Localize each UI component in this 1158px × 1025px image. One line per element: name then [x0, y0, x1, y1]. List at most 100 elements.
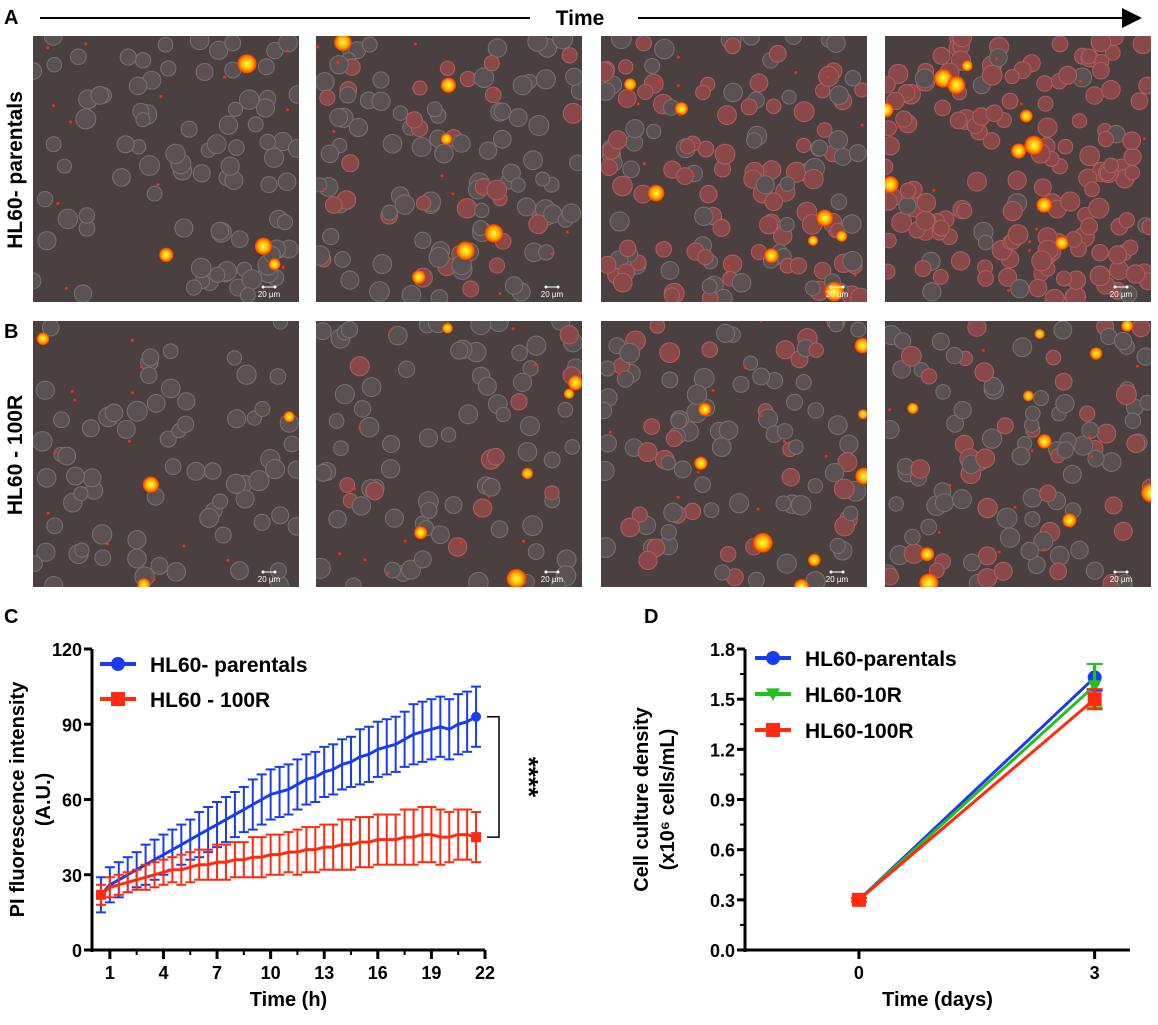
cell — [967, 321, 987, 337]
cell — [885, 192, 898, 211]
cell — [510, 393, 528, 411]
cell — [1036, 75, 1053, 92]
cell — [740, 98, 758, 116]
pi-positive-cell — [563, 388, 575, 400]
cell — [781, 89, 797, 105]
cell — [319, 89, 336, 106]
cell — [353, 400, 372, 418]
pi-positive-cell — [694, 456, 708, 470]
cell — [768, 44, 787, 63]
cell — [842, 251, 863, 272]
cell — [528, 114, 550, 136]
cell — [975, 448, 996, 469]
cell — [945, 347, 964, 365]
cell — [569, 154, 582, 172]
red-speck — [1087, 435, 1091, 439]
legend-marker — [766, 688, 780, 701]
cell — [472, 498, 493, 518]
scale-bar-end — [273, 285, 277, 289]
row-label-100r: HL60 - 100R — [4, 395, 27, 515]
pi-positive-cell — [855, 467, 867, 485]
pi-positive-cell — [885, 102, 894, 118]
cell — [703, 502, 720, 519]
cell — [732, 375, 750, 393]
cell — [646, 123, 662, 140]
pi-positive-cell — [1141, 483, 1151, 503]
cell — [805, 571, 826, 587]
pi-positive-cell — [674, 102, 689, 116]
red-speck — [912, 87, 916, 91]
red-speck — [322, 188, 326, 192]
cell — [829, 85, 849, 106]
pi-positive-cell — [698, 402, 712, 416]
red-speck — [511, 327, 515, 331]
scale-bar-end — [841, 570, 845, 574]
cell — [135, 112, 151, 128]
cell — [977, 234, 994, 251]
cell — [426, 101, 443, 118]
red-speck — [69, 120, 73, 124]
cell — [192, 164, 211, 183]
red-speck — [756, 507, 760, 511]
cell — [601, 537, 616, 558]
cell — [816, 122, 833, 138]
cell — [999, 527, 1021, 548]
red-speck — [358, 425, 362, 429]
scale-bar-end — [261, 570, 265, 574]
y-tick-label: 1.8 — [710, 640, 735, 660]
cell — [199, 508, 220, 528]
cell — [1116, 573, 1133, 587]
cell — [177, 392, 196, 411]
red-speck — [743, 365, 747, 369]
cell — [552, 36, 574, 50]
cell — [257, 58, 275, 76]
y-axis-subtitle: (x10⁶ cells/mL) — [657, 729, 679, 871]
y-tick-label: 0.9 — [710, 791, 735, 811]
cell — [996, 507, 1018, 529]
cell — [561, 47, 578, 64]
cell — [146, 185, 163, 202]
cell — [915, 210, 936, 231]
cell — [752, 367, 771, 386]
series-hl60-parentals — [95, 685, 482, 914]
red-speck — [691, 172, 695, 176]
cell — [1007, 224, 1029, 245]
cell — [510, 177, 526, 193]
cell — [538, 244, 555, 261]
cell — [212, 493, 229, 510]
cell — [345, 577, 362, 587]
microscopy-image-b-1: 20 µm — [33, 321, 299, 587]
cell — [324, 196, 343, 214]
pi-positive-cell — [484, 224, 504, 243]
cell — [1055, 393, 1075, 414]
cell — [829, 537, 846, 555]
cell — [952, 36, 973, 48]
cell — [512, 75, 533, 96]
cell — [394, 194, 415, 215]
pi-positive-cell — [1089, 347, 1103, 360]
cell — [1108, 245, 1128, 265]
cell — [885, 120, 897, 137]
cell — [239, 287, 256, 302]
cell — [748, 571, 765, 587]
cell — [81, 419, 100, 438]
red-speck — [459, 540, 463, 544]
cell — [365, 481, 384, 501]
cell — [716, 323, 736, 343]
cell — [977, 497, 998, 519]
cell — [361, 377, 382, 397]
red-speck — [182, 544, 186, 548]
microscopy-image-a-4: 20 µm — [885, 36, 1151, 302]
red-speck — [676, 55, 680, 59]
y-tick-label: 30 — [62, 866, 82, 886]
cell — [561, 203, 582, 223]
cell — [414, 231, 432, 249]
cell — [220, 156, 240, 176]
cell — [1119, 285, 1138, 302]
cell — [719, 545, 737, 563]
cell — [33, 431, 53, 452]
cell — [977, 270, 994, 287]
cell — [46, 517, 64, 535]
cell — [127, 548, 147, 569]
cell — [601, 82, 616, 101]
